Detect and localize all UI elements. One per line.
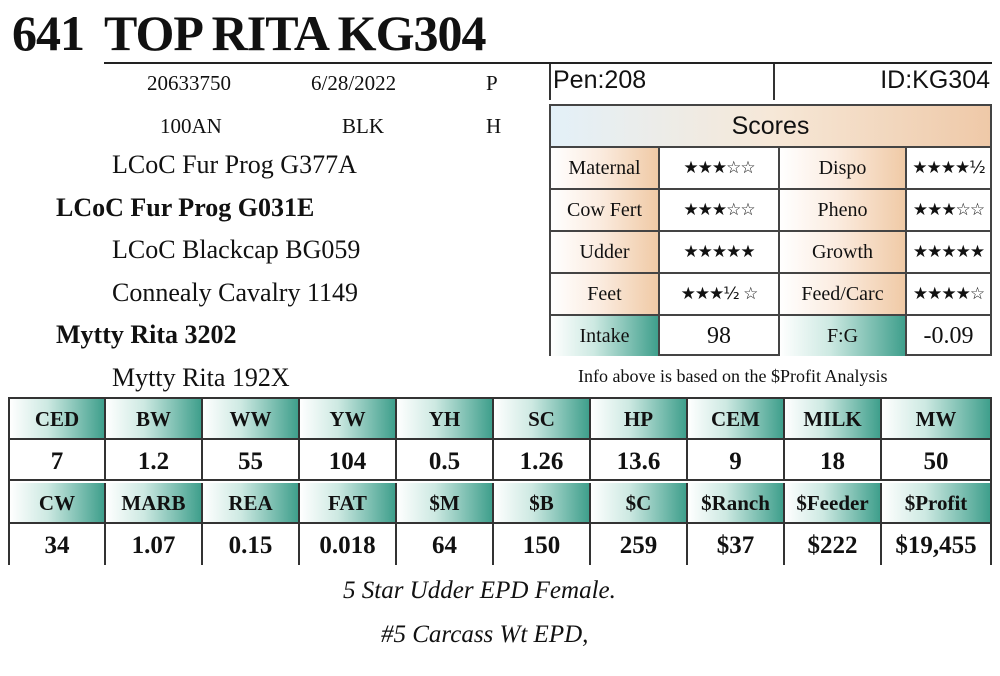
animal-name: TOP RITA KG304 [104, 5, 486, 61]
epd-value-cell: 150 [494, 524, 591, 565]
epd-header-cell: CEM [688, 399, 785, 440]
score-label: Feed/Carc [780, 274, 907, 314]
epd-value-cell: 1.07 [106, 524, 203, 565]
remark-line-2: #5 Carcass Wt EPD, [381, 621, 589, 648]
epd-header-cell: $M [397, 483, 494, 524]
epd-value-cell: 0.018 [300, 524, 397, 565]
analysis-note: Info above is based on the $Profit Analy… [578, 366, 888, 386]
epd-header-cell: WW [203, 399, 300, 440]
epd-value-cell: 259 [591, 524, 688, 565]
title-underline [104, 62, 992, 64]
feed-to-gain-value: -0.09 [923, 323, 974, 349]
epd-table: CED BW WW YW YH SC HP CEM MILK MW 7 1.2 55 104 0.5 1.2… [8, 397, 992, 565]
polled-code: P [486, 71, 498, 95]
epd-header-cell: SC [494, 399, 591, 440]
score-row-intake: Intake 98 F:G -0.09 [551, 316, 990, 358]
pedigree-sire-sire: LCoC Fur Prog G377A [112, 150, 357, 179]
epd-value-row-2: 34 1.07 0.15 0.018 64 150 259 $37 $222 $19,455 [10, 524, 990, 565]
epd-header-cell: $Feeder [785, 483, 882, 524]
score-label: Udder [551, 232, 660, 272]
remark-line-1: 5 Star Udder EPD Female. [343, 577, 616, 604]
pedigree-dam: Mytty Rita 3202 [56, 320, 237, 349]
animal-id: ID:KG304 [880, 66, 990, 94]
epd-header-row-2: CW MARB REA FAT $M $B $C $Ranch $Feeder $Profit [10, 483, 990, 524]
star-rating: ★★★☆☆ [660, 190, 780, 230]
color: BLK [342, 114, 384, 138]
star-rating: ★★★★☆ [912, 284, 985, 304]
score-label: Growth [780, 232, 907, 272]
pen-id-bar: Pen:208 ID:KG304 [549, 64, 992, 100]
epd-header-cell: FAT [300, 483, 397, 524]
pedigree-sire: LCoC Fur Prog G031E [56, 193, 315, 222]
epd-header-row-1: CED BW WW YW YH SC HP CEM MILK MW [10, 399, 990, 440]
score-label: Feet [551, 274, 660, 314]
epd-header-cell: REA [203, 483, 300, 524]
epd-value-cell: 18 [785, 440, 882, 481]
epd-value-cell: 7 [10, 440, 106, 481]
scores-title: Scores [551, 106, 990, 148]
score-row: Maternal ★★★☆☆ Dispo ★★★★½ [551, 148, 990, 190]
epd-value-cell: 64 [397, 524, 494, 565]
epd-header-cell: MW [882, 399, 990, 440]
scores-table: Scores Maternal ★★★☆☆ Dispo ★★★★½ Cow Fe… [549, 104, 992, 356]
registration-number: 20633750 [147, 71, 231, 95]
epd-header-cell: $Profit [882, 483, 990, 524]
epd-header-cell: YW [300, 399, 397, 440]
feed-to-gain-label: F:G [780, 316, 907, 356]
star-rating: ★★★★★ [912, 242, 985, 262]
epd-header-cell: HP [591, 399, 688, 440]
epd-header-cell: YH [397, 399, 494, 440]
star-rating: ★★★☆☆ [660, 148, 780, 188]
epd-value-cell: 0.15 [203, 524, 300, 565]
score-label: Dispo [780, 148, 907, 188]
star-rating: ★★★½ ☆ [660, 274, 780, 314]
epd-value-cell: 13.6 [591, 440, 688, 481]
epd-value-cell: 1.2 [106, 440, 203, 481]
epd-header-cell: MARB [106, 483, 203, 524]
sex: H [486, 114, 502, 138]
epd-header-cell: $C [591, 483, 688, 524]
epd-value-cell: $19,455 [882, 524, 990, 565]
epd-value-cell: $222 [785, 524, 882, 565]
score-row: Cow Fert ★★★☆☆ Pheno ★★★☆☆ [551, 190, 990, 232]
epd-header-cell: MILK [785, 399, 882, 440]
star-rating: ★★★☆☆ [912, 200, 985, 220]
intake-label: Intake [551, 316, 660, 356]
pedigree-dam-dam: Mytty Rita 192X [112, 363, 290, 392]
pen-number: Pen:208 [553, 66, 647, 94]
epd-header-cell: BW [106, 399, 203, 440]
pen-id-divider [773, 64, 775, 100]
lot-number: 641 [12, 5, 85, 61]
epd-header-cell: $Ranch [688, 483, 785, 524]
score-label: Cow Fert [551, 190, 660, 230]
epd-value-cell: 9 [688, 440, 785, 481]
score-label: Maternal [551, 148, 660, 188]
tattoo: 100AN [160, 114, 222, 138]
epd-header-cell: CW [10, 483, 106, 524]
pedigree-dam-sire: Connealy Cavalry 1149 [112, 278, 358, 307]
star-rating: ★★★★½ [912, 158, 985, 178]
epd-value-cell: 1.26 [494, 440, 591, 481]
star-rating: ★★★★★ [660, 232, 780, 272]
epd-header-cell: $B [494, 483, 591, 524]
pedigree-sire-dam: LCoC Blackcap BG059 [112, 235, 361, 264]
epd-value-cell: $37 [688, 524, 785, 565]
intake-value: 98 [660, 316, 780, 356]
score-row: Feet ★★★½ ☆ Feed/Carc ★★★★☆ [551, 274, 990, 316]
epd-value-cell: 34 [10, 524, 106, 565]
birth-date: 6/28/2022 [311, 71, 397, 95]
score-label: Pheno [780, 190, 907, 230]
score-row: Udder ★★★★★ Growth ★★★★★ [551, 232, 990, 274]
epd-header-cell: CED [10, 399, 106, 440]
epd-value-cell: 50 [882, 440, 990, 481]
epd-value-row-1: 7 1.2 55 104 0.5 1.26 13.6 9 18 50 [10, 440, 990, 481]
epd-value-cell: 0.5 [397, 440, 494, 481]
epd-value-cell: 104 [300, 440, 397, 481]
epd-value-cell: 55 [203, 440, 300, 481]
